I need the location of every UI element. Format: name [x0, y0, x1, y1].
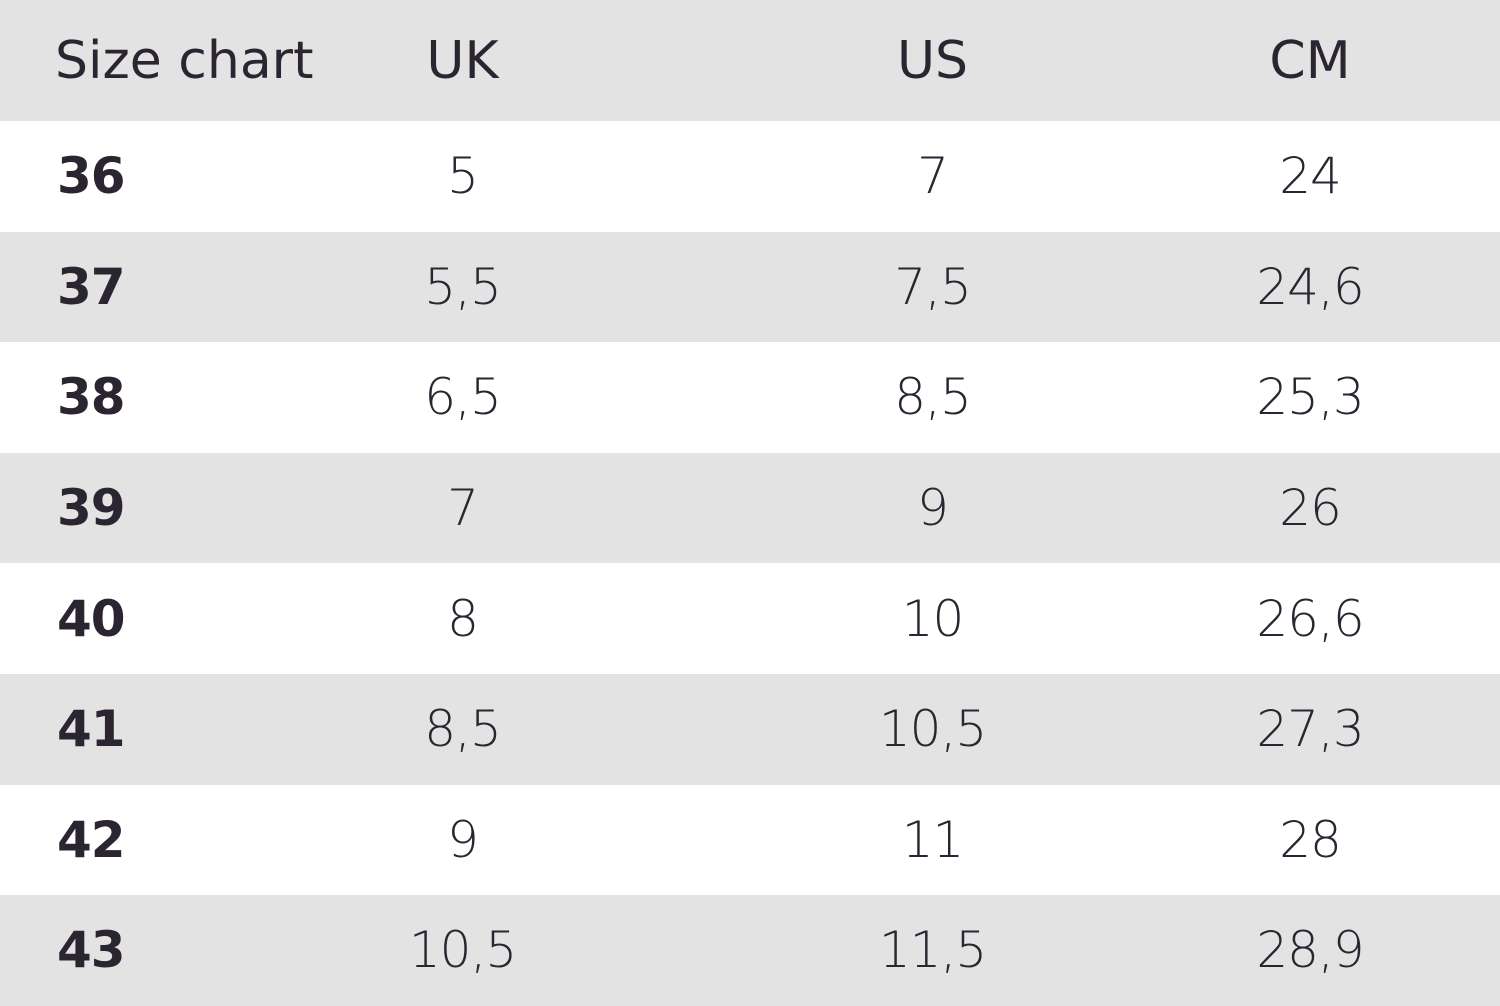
uk-size-cell: 8,5: [424, 700, 502, 759]
cm-size-cell: 26: [1279, 479, 1342, 538]
table-row: 38 6,5 8,5 25,3: [0, 342, 1500, 453]
table-row: 40 8 10 26,6: [0, 563, 1500, 674]
uk-size-cell: 5: [447, 147, 479, 206]
eu-size-cell: 36: [57, 147, 126, 206]
header-cm: CM: [1269, 30, 1351, 91]
uk-size-cell: 10,5: [408, 921, 517, 980]
eu-size-cell: 43: [57, 921, 126, 980]
uk-size-cell: 6,5: [424, 368, 502, 427]
header-row: Size chart UK US CM: [0, 0, 1500, 121]
table-row: 42 9 11 28: [0, 785, 1500, 896]
cm-size-cell: 24: [1279, 147, 1342, 206]
table-row: 43 10,5 11,5 28,9: [0, 895, 1500, 1006]
us-size-cell: 11: [901, 810, 965, 869]
eu-size-cell: 37: [57, 257, 126, 316]
table-row: 41 8,5 10,5 27,3: [0, 673, 1500, 785]
cm-size-cell: 25,3: [1256, 368, 1364, 427]
cm-size-cell: 27,3: [1256, 700, 1364, 759]
cm-size-cell: 28,9: [1256, 921, 1364, 980]
cm-size-cell: 26,6: [1256, 589, 1364, 648]
cm-size-cell: 24,6: [1256, 257, 1364, 316]
eu-size-cell: 38: [57, 368, 126, 427]
us-size-cell: 7,5: [894, 257, 972, 316]
table-row: 36 5 7 24: [0, 121, 1500, 232]
eu-size-cell: 42: [57, 810, 126, 869]
header-us: US: [896, 30, 969, 91]
table-row: 37 5,5 7,5 24,6: [0, 231, 1500, 343]
us-size-cell: 10: [901, 589, 965, 648]
us-size-cell: 8,5: [894, 368, 972, 427]
uk-size-cell: 7: [447, 479, 479, 538]
header-size-chart: Size chart: [55, 30, 314, 91]
us-size-cell: 11,5: [878, 921, 987, 980]
eu-size-cell: 39: [57, 479, 126, 538]
table-row: 39 7 9 26: [0, 452, 1500, 564]
eu-size-cell: 41: [57, 700, 126, 759]
uk-size-cell: 5,5: [424, 257, 502, 316]
us-size-cell: 7: [917, 147, 949, 206]
us-size-cell: 10,5: [878, 700, 987, 759]
eu-size-cell: 40: [57, 589, 126, 648]
us-size-cell: 9: [917, 479, 949, 538]
cm-size-cell: 28: [1279, 810, 1342, 869]
uk-size-cell: 9: [447, 810, 479, 869]
uk-size-cell: 8: [447, 589, 479, 648]
header-uk: UK: [426, 30, 499, 91]
